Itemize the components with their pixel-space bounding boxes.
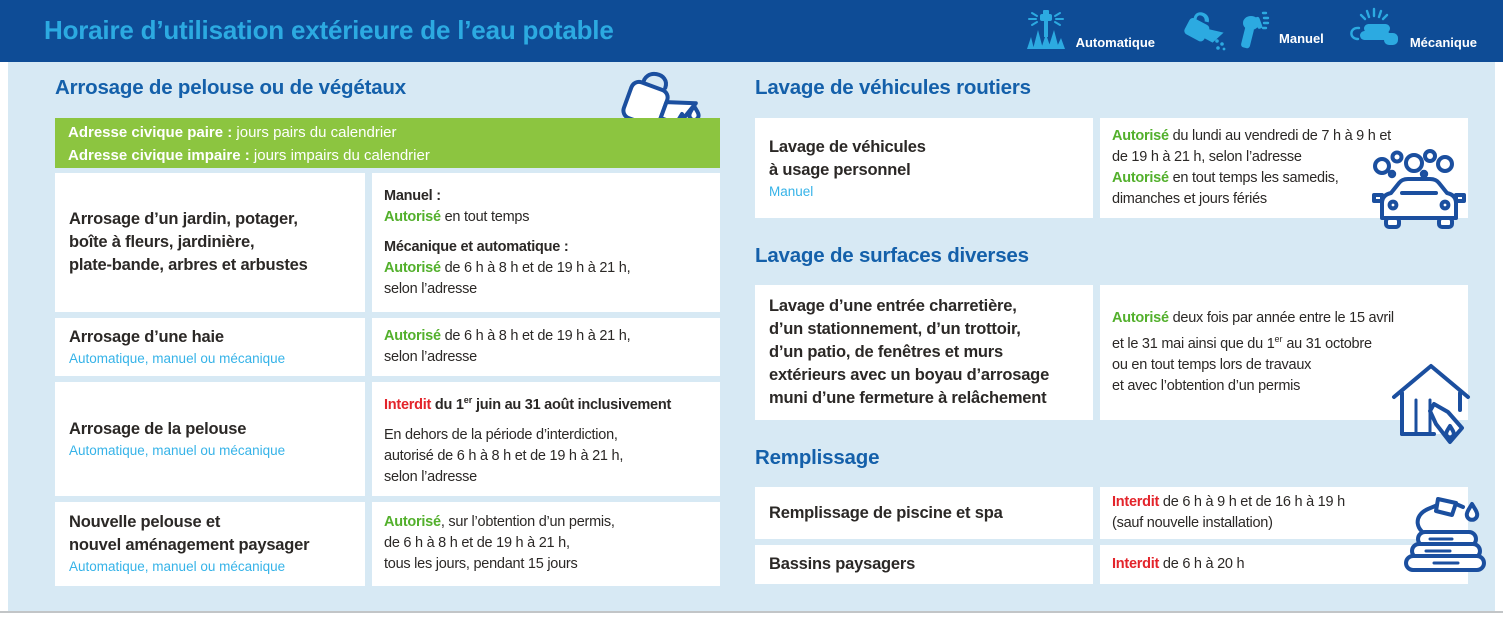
activity-cell: Bassins paysagers (755, 545, 1093, 584)
hose-reel-icon (1346, 7, 1402, 56)
schedule-cell: Interdit de 6 h à 20 h (1100, 545, 1468, 584)
sprinkler-icon (1024, 7, 1068, 56)
activity-title: Lavage d’une entrée charretière, d’un st… (769, 297, 1050, 407)
activity-title: Arrosage d’un jardin, potager, boîte à f… (69, 210, 308, 274)
activity-title: Arrosage de la pelouse (69, 419, 247, 438)
address-rule-banner: Adresse civique paire : jours pairs du c… (55, 118, 720, 168)
vehicules-table: Lavage de véhicules à usage personnel Man… (755, 118, 1468, 218)
table-row: Lavage d’une entrée charretière, d’un st… (755, 285, 1468, 420)
schedule-cell: Autorisé, sur l’obtention d’un permis, d… (372, 501, 720, 586)
watering-mode-legend: Automatique (1024, 0, 1477, 62)
remplissage-table: Remplissage de piscine et spa Interdit de… (755, 487, 1468, 584)
content-area: Arrosage de pelouse ou de végétaux Adres… (8, 62, 1495, 611)
schedule-text: Interdit de 6 h à 9 h et de 16 h à 19 h … (1112, 494, 1345, 531)
page-title: Horaire d’utilisation extérieure de l’ea… (44, 14, 614, 45)
section-title-vehicules: Lavage de véhicules routiers (755, 76, 1031, 99)
legend-label-mecanique: Mécanique (1409, 34, 1477, 50)
table-row: Lavage de véhicules à usage personnel Man… (755, 118, 1468, 218)
activity-cell: Remplissage de piscine et spa (755, 487, 1093, 539)
activity-title: Remplissage de piscine et spa (769, 503, 1003, 522)
activity-cell: Lavage de véhicules à usage personnel Man… (755, 118, 1093, 218)
schedule-text: Interdit du 1er juin au 31 août inclusiv… (384, 395, 672, 413)
activity-title: Nouvelle pelouse et nouvel aménagement p… (69, 513, 310, 555)
table-row: Bassins paysagers Interdit de 6 h à 20 h (755, 545, 1468, 584)
schedule-cell: Interdit du 1er juin au 31 août inclusiv… (372, 382, 720, 496)
watering-can-nozzle-icon (1177, 10, 1271, 52)
surfaces-table: Lavage d’une entrée charretière, d’un st… (755, 285, 1468, 420)
schedule-cell: Interdit de 6 h à 9 h et de 16 h à 19 h … (1100, 487, 1468, 539)
table-row: Nouvelle pelouse et nouvel aménagement p… (55, 501, 720, 586)
section-title-arrosage: Arrosage de pelouse ou de végétaux (55, 76, 406, 99)
activity-cell: Arrosage de la pelouse Automatique, manue… (55, 382, 365, 496)
activity-title: Bassins paysagers (769, 555, 916, 573)
schedule-text: Autorisé, sur l’obtention d’un permis, d… (384, 514, 615, 573)
table-row: Remplissage de piscine et spa Interdit de… (755, 487, 1468, 539)
section-title-remplissage: Remplissage (755, 446, 880, 469)
legend-label-manuel: Manuel (1279, 31, 1324, 46)
table-row: Arrosage d’une haie Automatique, manuel o… (55, 318, 720, 376)
garden-hose-icon (1400, 494, 1494, 591)
bottom-divider (0, 611, 1503, 613)
banner-line-even: Adresse civique paire : jours pairs du c… (68, 124, 397, 141)
legend-item-manuel: Manuel (1177, 10, 1324, 52)
schedule-cell: Manuel : Autorisé en tout temps Mécanique… (372, 173, 720, 312)
car-wash-icon (1366, 148, 1470, 245)
schedule-cell: Autorisé de 6 h à 8 h et de 19 h à 21 h,… (372, 318, 720, 376)
legend-label-automatique: Automatique (1075, 34, 1156, 50)
mode-label: Manuel (769, 183, 814, 199)
pressure-washer-house-icon (1388, 358, 1474, 459)
mode-label: Automatique, manuel ou mécanique (69, 559, 286, 575)
schedule-text: En dehors de la période d’interdiction, … (384, 426, 624, 485)
activity-title: Lavage de véhicules à usage personnel (769, 137, 926, 179)
header-bar: Horaire d’utilisation extérieure de l’ea… (0, 0, 1503, 62)
table-row: Arrosage de la pelouse Automatique, manue… (55, 382, 720, 496)
activity-cell: Lavage d’une entrée charretière, d’un st… (755, 285, 1093, 420)
activity-title: Arrosage d’une haie (69, 328, 224, 346)
activity-cell: Arrosage d’un jardin, potager, boîte à f… (55, 173, 365, 312)
activity-cell: Nouvelle pelouse et nouvel aménagement p… (55, 501, 365, 586)
arrosage-table: Arrosage d’un jardin, potager, boîte à f… (55, 173, 720, 586)
banner-line-odd: Adresse civique impaire : jours impairs … (68, 147, 430, 164)
schedule-text: Autorisé deux fois par année entre le 15… (1112, 310, 1394, 394)
schedule-text: Interdit de 6 h à 20 h (1112, 556, 1245, 572)
legend-item-automatique: Automatique (1024, 7, 1155, 56)
schedule-text: Autorisé du lundi au vendredi de 7 h à 9… (1112, 128, 1391, 207)
section-title-surfaces: Lavage de surfaces diverses (755, 244, 1029, 267)
legend-item-mecanique: Mécanique (1346, 7, 1477, 56)
schedule-cell: Autorisé deux fois par année entre le 15… (1100, 285, 1468, 420)
schedule-text: Autorisé de 6 h à 8 h et de 19 h à 21 h,… (384, 328, 631, 365)
table-row: Arrosage d’un jardin, potager, boîte à f… (55, 173, 720, 312)
mode-label: Automatique, manuel ou mécanique (69, 351, 286, 366)
schedule-text: Mécanique et automatique : Autorisé de 6… (384, 238, 631, 297)
activity-cell: Arrosage d’une haie Automatique, manuel o… (55, 318, 365, 376)
mode-label: Automatique, manuel ou mécanique (69, 442, 286, 458)
schedule-text: Manuel : Autorisé en tout temps (384, 187, 530, 225)
